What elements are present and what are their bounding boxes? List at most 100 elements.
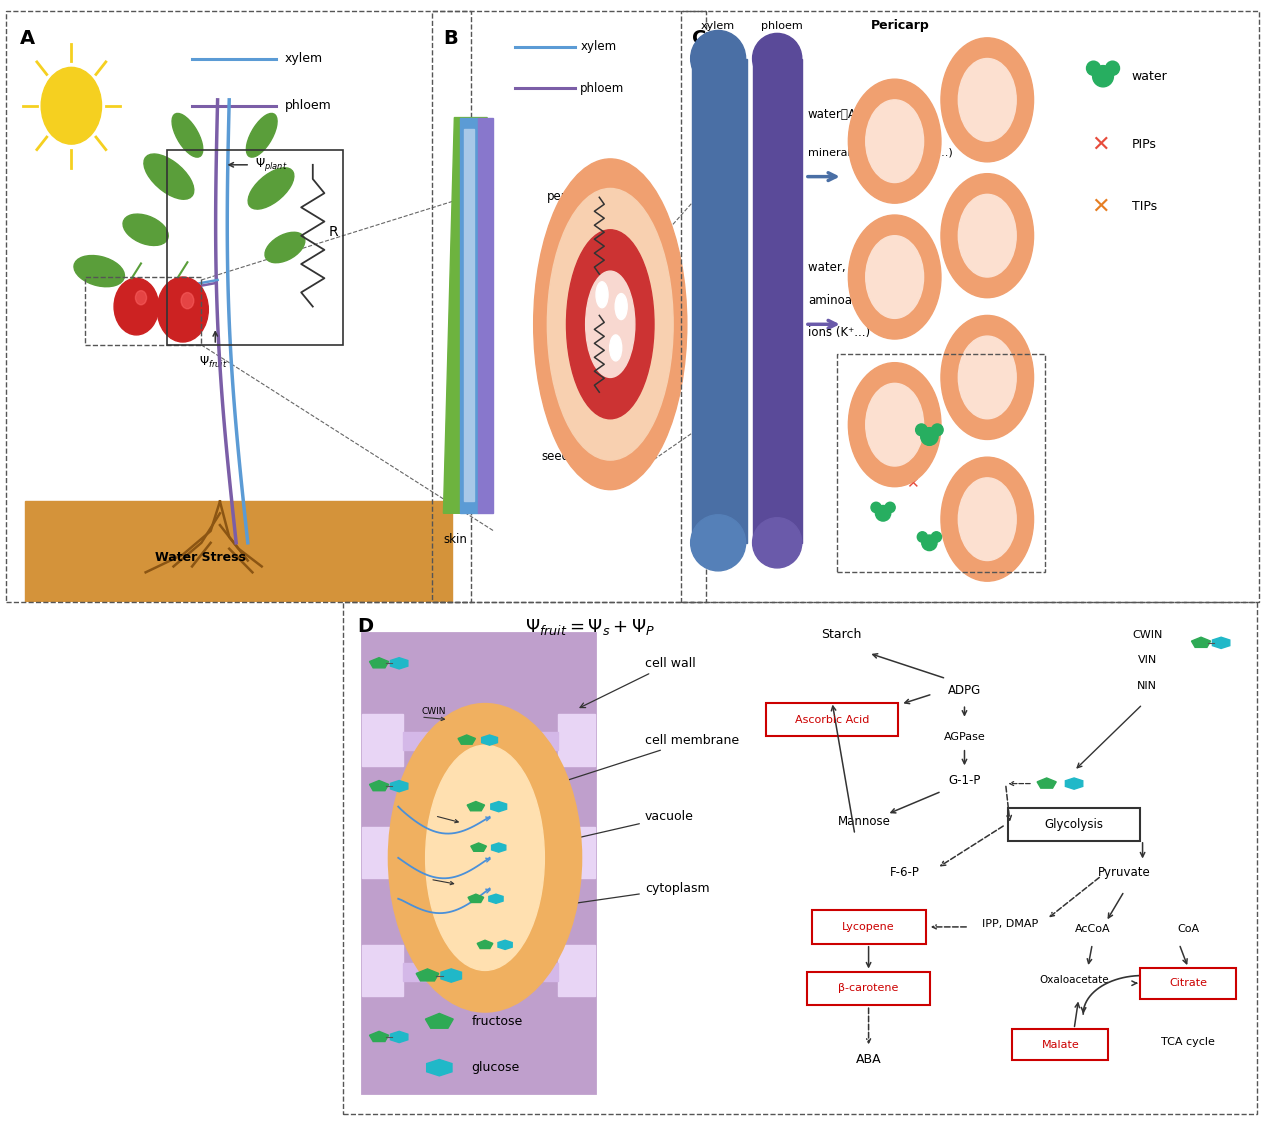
Text: G-1-P: G-1-P <box>949 774 981 786</box>
Ellipse shape <box>248 168 294 209</box>
Text: glucose: glucose <box>472 1061 519 1074</box>
Circle shape <box>41 68 102 144</box>
Bar <box>361 714 403 766</box>
Polygon shape <box>477 940 492 948</box>
Ellipse shape <box>941 315 1034 440</box>
Text: water: water <box>1132 70 1168 83</box>
Ellipse shape <box>74 255 125 287</box>
Circle shape <box>585 271 635 378</box>
Polygon shape <box>497 940 513 950</box>
Ellipse shape <box>866 100 923 182</box>
Ellipse shape <box>144 154 193 199</box>
Polygon shape <box>426 1060 452 1076</box>
Ellipse shape <box>866 384 923 466</box>
Text: seed: seed <box>542 450 570 463</box>
Circle shape <box>921 428 937 446</box>
Circle shape <box>181 292 193 308</box>
Text: CWIN: CWIN <box>421 708 445 717</box>
Polygon shape <box>491 801 506 812</box>
Polygon shape <box>468 894 483 902</box>
Text: AcCoA: AcCoA <box>1075 924 1110 934</box>
Text: F-6-P: F-6-P <box>890 866 920 879</box>
Bar <box>477 117 492 513</box>
Text: Pericarp: Pericarp <box>871 19 930 32</box>
Circle shape <box>922 536 937 550</box>
Bar <box>464 129 473 502</box>
Text: PIPs: PIPs <box>1132 137 1156 151</box>
Text: ✕: ✕ <box>1091 196 1109 216</box>
Text: skin: skin <box>444 533 467 546</box>
Circle shape <box>566 229 654 418</box>
Bar <box>837 353 1046 573</box>
Ellipse shape <box>848 215 941 339</box>
Ellipse shape <box>172 114 202 158</box>
Polygon shape <box>1037 778 1056 789</box>
Text: ADPG: ADPG <box>948 684 981 698</box>
Ellipse shape <box>426 745 544 971</box>
Text: Citrate: Citrate <box>1169 979 1207 988</box>
Text: locule: locule <box>583 468 618 480</box>
Polygon shape <box>444 117 487 513</box>
Bar <box>766 703 898 736</box>
Text: NIN: NIN <box>1137 681 1158 691</box>
Bar <box>806 972 930 1005</box>
Ellipse shape <box>941 457 1034 582</box>
Ellipse shape <box>866 235 923 318</box>
Polygon shape <box>471 843 486 852</box>
Text: VIN: VIN <box>435 808 450 817</box>
Bar <box>403 845 558 863</box>
Text: sucrose: sucrose <box>472 969 519 982</box>
Ellipse shape <box>941 38 1034 162</box>
Text: Glycolysis: Glycolysis <box>1044 818 1104 831</box>
Circle shape <box>691 30 745 87</box>
Circle shape <box>1093 65 1113 87</box>
Polygon shape <box>467 801 485 811</box>
Circle shape <box>931 532 941 542</box>
Bar <box>361 632 594 1094</box>
Text: Ascorbic Acid: Ascorbic Acid <box>795 714 869 724</box>
Text: AGPase: AGPase <box>944 732 986 742</box>
Ellipse shape <box>247 114 277 158</box>
Polygon shape <box>416 969 439 981</box>
Text: Malate: Malate <box>1042 1040 1079 1050</box>
Ellipse shape <box>265 232 305 263</box>
Ellipse shape <box>123 214 168 245</box>
Text: Starch: Starch <box>820 628 861 641</box>
Text: $R_{phloem}$: $R_{phloem}$ <box>611 327 642 341</box>
Polygon shape <box>1066 778 1082 790</box>
Ellipse shape <box>958 58 1016 141</box>
Text: ions (K⁺...): ions (K⁺...) <box>808 326 870 339</box>
Bar <box>85 277 201 345</box>
Text: water，ABA: water，ABA <box>808 108 873 120</box>
Polygon shape <box>391 781 408 792</box>
Circle shape <box>1105 61 1119 75</box>
Polygon shape <box>491 843 506 852</box>
Text: $R_{xylem}$: $R_{xylem}$ <box>611 209 637 223</box>
Ellipse shape <box>389 704 581 1011</box>
Circle shape <box>1086 61 1100 75</box>
Text: TCA cycle: TCA cycle <box>1161 1036 1215 1046</box>
Circle shape <box>114 278 159 335</box>
Text: ✕: ✕ <box>906 476 918 492</box>
Text: NIN: NIN <box>430 871 446 880</box>
Ellipse shape <box>941 173 1034 298</box>
Bar <box>1007 808 1140 842</box>
Text: cell wall: cell wall <box>580 657 696 708</box>
Text: Pyruvate: Pyruvate <box>1098 866 1151 879</box>
Polygon shape <box>458 735 476 745</box>
Bar <box>692 58 747 542</box>
Polygon shape <box>488 894 504 903</box>
Text: D: D <box>357 618 373 637</box>
Bar <box>361 945 403 996</box>
Polygon shape <box>441 969 462 982</box>
Text: Lycopene: Lycopene <box>842 921 895 932</box>
Text: xylem: xylem <box>580 40 617 53</box>
Text: fructose: fructose <box>472 1015 523 1028</box>
Bar <box>558 945 594 996</box>
Bar <box>558 714 594 766</box>
Text: xylem: xylem <box>285 52 323 65</box>
Circle shape <box>534 159 687 489</box>
Circle shape <box>753 518 801 568</box>
Bar <box>558 827 594 879</box>
Circle shape <box>917 532 927 542</box>
